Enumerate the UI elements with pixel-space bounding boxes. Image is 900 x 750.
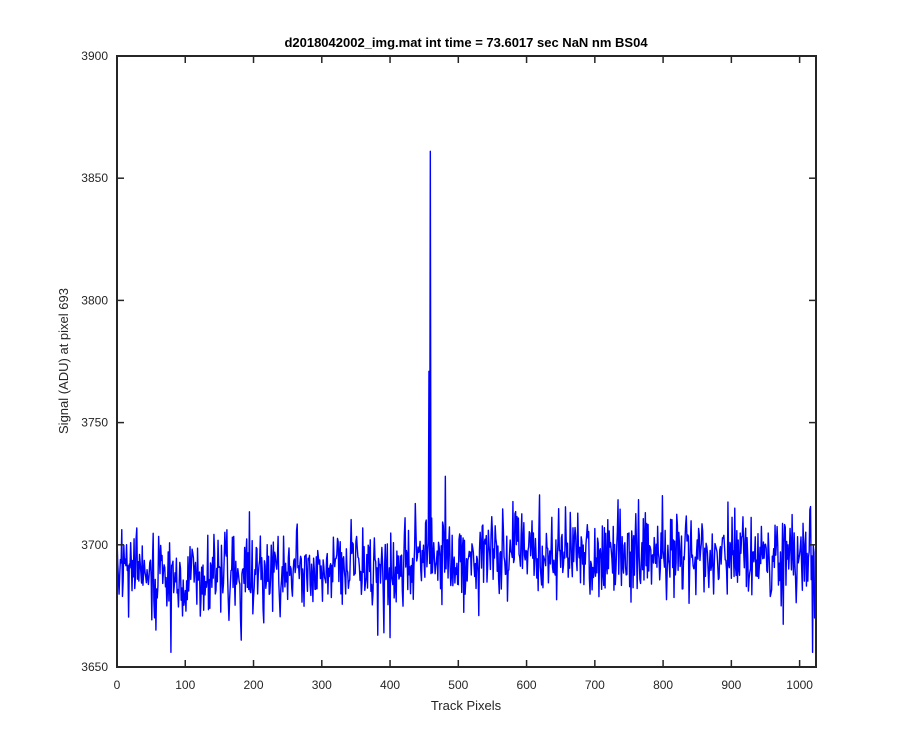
x-tick-label: 1000: [786, 678, 813, 692]
tick-labels-layer: 0 100 200 300 400 500 600 700 800 900 1000 3650 3700…: [81, 49, 813, 692]
chart-title: d2018042002_img.mat int time = 73.6017 s…: [284, 35, 648, 50]
x-tick-label: 300: [312, 678, 332, 692]
ticks-layer: [116, 55, 816, 668]
y-axis-title: Signal (ADU) at pixel 693: [56, 288, 71, 434]
x-tick-label: 200: [244, 678, 264, 692]
y-tick-label: 3700: [81, 538, 108, 552]
x-axis-title: Track Pixels: [431, 698, 502, 713]
axes-box: [116, 55, 817, 668]
x-tick-label: 800: [653, 678, 673, 692]
x-tick-label: 700: [585, 678, 605, 692]
y-tick-label: 3750: [81, 416, 108, 430]
x-tick-label: 600: [517, 678, 537, 692]
y-tick-label: 3900: [81, 49, 108, 63]
x-tick-label: 400: [380, 678, 400, 692]
x-tick-label: 500: [448, 678, 468, 692]
x-tick-label: 0: [114, 678, 121, 692]
x-tick-label: 100: [175, 678, 195, 692]
y-tick-label: 3850: [81, 171, 108, 185]
series-line: [117, 150, 816, 654]
series-layer: [117, 150, 816, 654]
y-tick-label: 3650: [81, 660, 108, 674]
x-tick-label: 900: [721, 678, 741, 692]
y-tick-label: 3800: [81, 293, 108, 307]
